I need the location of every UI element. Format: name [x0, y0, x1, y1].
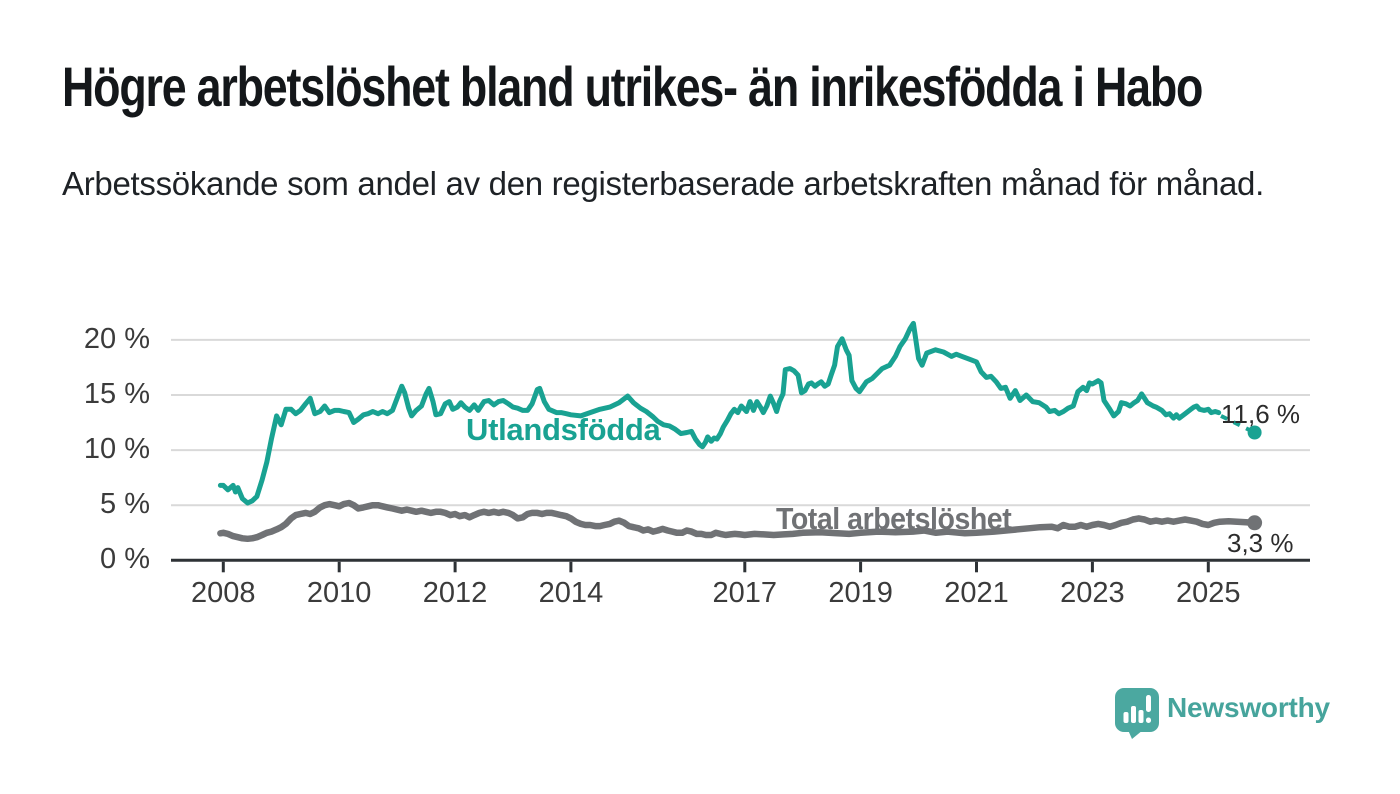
- y-tick-label: 20 %: [83, 322, 150, 355]
- brand-name: Newsworthy: [1167, 692, 1330, 723]
- newsworthy-logo: [1114, 687, 1160, 739]
- series-end-dot-utlandsfodda: [1247, 425, 1262, 440]
- series-dashed-tail-utlandsfodda: [1220, 414, 1251, 433]
- y-tick-label: 15 %: [83, 377, 150, 410]
- page-title: Högre arbetslöshet bland utrikes- än inr…: [62, 55, 1203, 118]
- x-tick-label: 2017: [712, 577, 778, 609]
- series-label-total-arbetsloshet: Total arbetslöshet: [776, 501, 1012, 536]
- series-line-utlandsfodda: [217, 320, 1222, 506]
- page-subtitle: Arbetssökande som andel av den registerb…: [62, 165, 1264, 202]
- series-label-utlandsfodda: Utlandsfödda: [466, 412, 661, 447]
- x-tick-label: 2019: [828, 577, 893, 609]
- end-value-label-utlandsfodda: 11,6 %: [1221, 399, 1301, 429]
- series-end-dot-total-arbetsloshet: [1247, 515, 1263, 531]
- y-tick-label: 10 %: [83, 432, 150, 465]
- speech-bubble-bar-chart-icon: [1115, 688, 1159, 739]
- x-tick-label: 2012: [422, 577, 488, 609]
- y-tick-label: 0 %: [100, 543, 150, 576]
- x-tick-label: 2008: [191, 577, 256, 609]
- series-line-total-arbetsloshet: [217, 499, 1257, 543]
- x-tick-label: 2021: [944, 577, 1009, 609]
- x-tick-label: 2025: [1176, 577, 1241, 609]
- x-tick-label: 2010: [306, 577, 372, 609]
- y-tick-label: 5 %: [100, 488, 150, 521]
- x-tick-label: 2023: [1060, 577, 1125, 609]
- x-tick-label: 2014: [538, 577, 604, 609]
- end-value-label-total: 3,3 %: [1227, 528, 1294, 558]
